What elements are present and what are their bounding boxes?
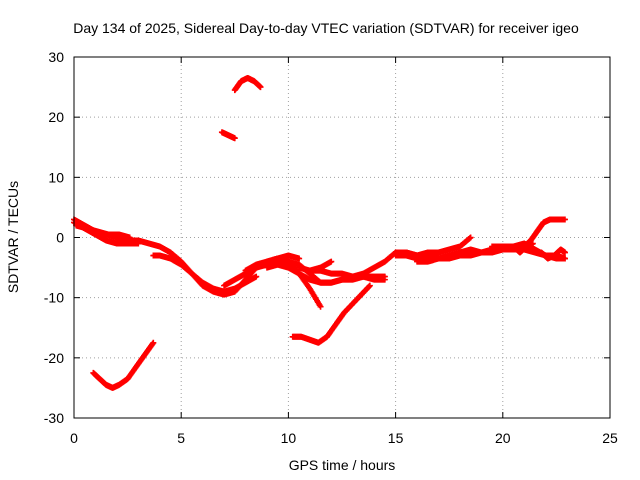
series-arc-11 [289, 282, 373, 346]
data-point [328, 258, 335, 265]
x-tick-label: 15 [388, 430, 404, 446]
y-tick-label: -30 [44, 410, 64, 426]
y-tick-label: 0 [56, 230, 64, 246]
series-arc-13 [306, 258, 335, 274]
data-point [135, 240, 142, 247]
data-point [467, 234, 474, 241]
chart-title: Day 134 of 2025, Sidereal Day-to-day VTE… [73, 20, 579, 36]
x-axis-label: GPS time / hours [289, 457, 396, 473]
series-arc-4 [90, 339, 157, 391]
series-arc-3 [73, 222, 133, 241]
x-tick-label: 10 [281, 430, 297, 446]
y-tick-label: -10 [44, 290, 64, 306]
series-arc-12 [296, 264, 388, 283]
y-axis-label: SDTVAR / TECUs [5, 181, 21, 293]
data-point [381, 276, 388, 283]
data-point [231, 135, 238, 142]
x-tick-label: 20 [495, 430, 511, 446]
data-point [366, 282, 373, 289]
series-arc-19 [521, 216, 568, 250]
data-point [317, 303, 324, 310]
data-series [71, 75, 568, 391]
x-tick-label: 25 [602, 430, 618, 446]
axis-ticks: 0 5 10 15 20 25 -30 -20 -10 0 10 20 30 [44, 49, 618, 446]
data-point [253, 273, 260, 280]
data-point [561, 255, 568, 262]
y-tick-label: 20 [48, 109, 64, 125]
series-arc-7 [231, 75, 264, 94]
data-point [126, 234, 133, 241]
data-point [561, 216, 568, 223]
y-tick-label: 10 [48, 169, 64, 185]
series-arc-15 [403, 234, 474, 259]
data-point [296, 255, 303, 262]
y-tick-label: 30 [48, 49, 64, 65]
series-arc-6 [218, 129, 238, 142]
x-tick-label: 5 [177, 430, 185, 446]
series-arc-1 [71, 216, 303, 298]
series-arc-20 [538, 246, 568, 262]
data-point [150, 339, 157, 346]
data-point [257, 84, 264, 91]
x-tick-label: 0 [70, 430, 78, 446]
grid [74, 57, 610, 418]
data-point [561, 249, 568, 256]
series-arc-5 [150, 252, 260, 295]
y-tick-label: -20 [44, 350, 64, 366]
